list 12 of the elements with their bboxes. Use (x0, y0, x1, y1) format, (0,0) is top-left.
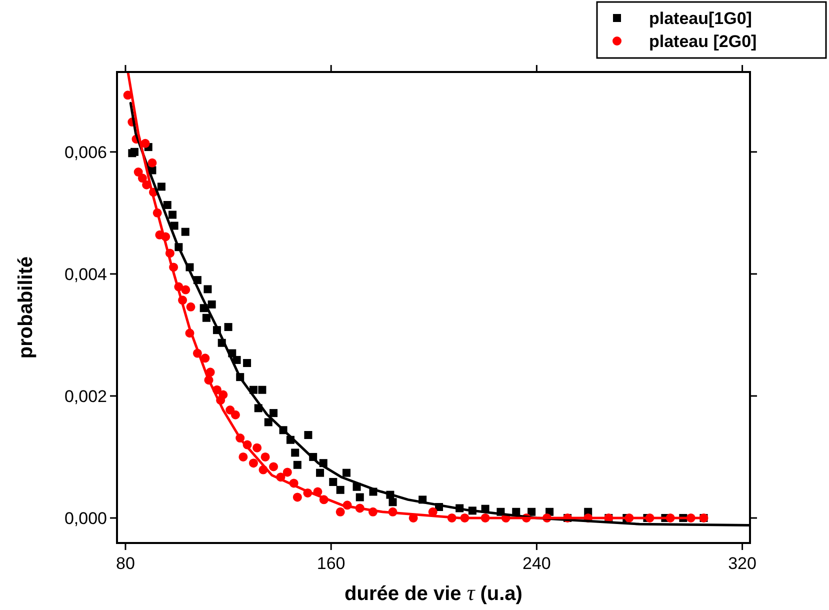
y-tick-label: 0,004 (64, 264, 107, 284)
legend-label: plateau [2G0] (649, 32, 757, 51)
y-tick-label: 0,000 (64, 508, 107, 528)
y-tick-label: 0,002 (64, 386, 107, 406)
y-tick-label: 0,006 (64, 142, 107, 162)
x-tick-label: 320 (728, 554, 756, 573)
x-tick-label: 160 (316, 554, 346, 573)
legend-label: plateau[1G0] (649, 9, 752, 28)
y-axis-title: probabilité (15, 256, 37, 359)
x-tick-label: 80 (116, 554, 135, 573)
x-tick-label: 240 (522, 554, 551, 573)
x-axis-title: durée de vie τ (u.a) (344, 580, 522, 605)
